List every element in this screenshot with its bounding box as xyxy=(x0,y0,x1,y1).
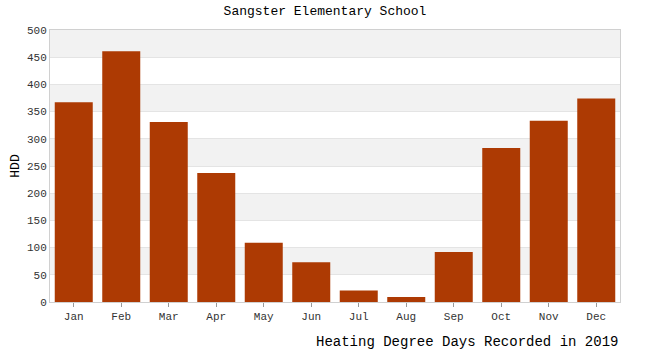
svg-text:200: 200 xyxy=(27,188,47,200)
svg-text:Feb: Feb xyxy=(111,311,131,323)
svg-text:Jan: Jan xyxy=(64,311,84,323)
svg-text:Dec: Dec xyxy=(586,311,606,323)
svg-text:Mar: Mar xyxy=(159,311,179,323)
svg-text:Jun: Jun xyxy=(301,311,321,323)
svg-text:Heating Degree Days Recorded i: Heating Degree Days Recorded in 2019 xyxy=(316,334,618,350)
svg-text:Oct: Oct xyxy=(491,311,511,323)
svg-text:Nov: Nov xyxy=(539,311,559,323)
svg-text:Sangster Elementary School: Sangster Elementary School xyxy=(224,4,427,19)
svg-text:Sep: Sep xyxy=(444,311,464,323)
svg-text:Aug: Aug xyxy=(396,311,416,323)
svg-text:150: 150 xyxy=(27,215,47,227)
svg-text:300: 300 xyxy=(27,134,47,146)
svg-text:Apr: Apr xyxy=(206,311,226,323)
svg-text:350: 350 xyxy=(27,106,47,118)
svg-text:450: 450 xyxy=(27,52,47,64)
svg-text:50: 50 xyxy=(34,270,47,282)
svg-text:100: 100 xyxy=(27,242,47,254)
svg-text:Jul: Jul xyxy=(349,311,369,323)
svg-text:500: 500 xyxy=(27,25,47,37)
svg-text:HDD: HDD xyxy=(8,154,23,178)
svg-text:0: 0 xyxy=(40,297,47,309)
svg-text:May: May xyxy=(254,311,274,323)
svg-text:250: 250 xyxy=(27,161,47,173)
svg-text:400: 400 xyxy=(27,79,47,91)
